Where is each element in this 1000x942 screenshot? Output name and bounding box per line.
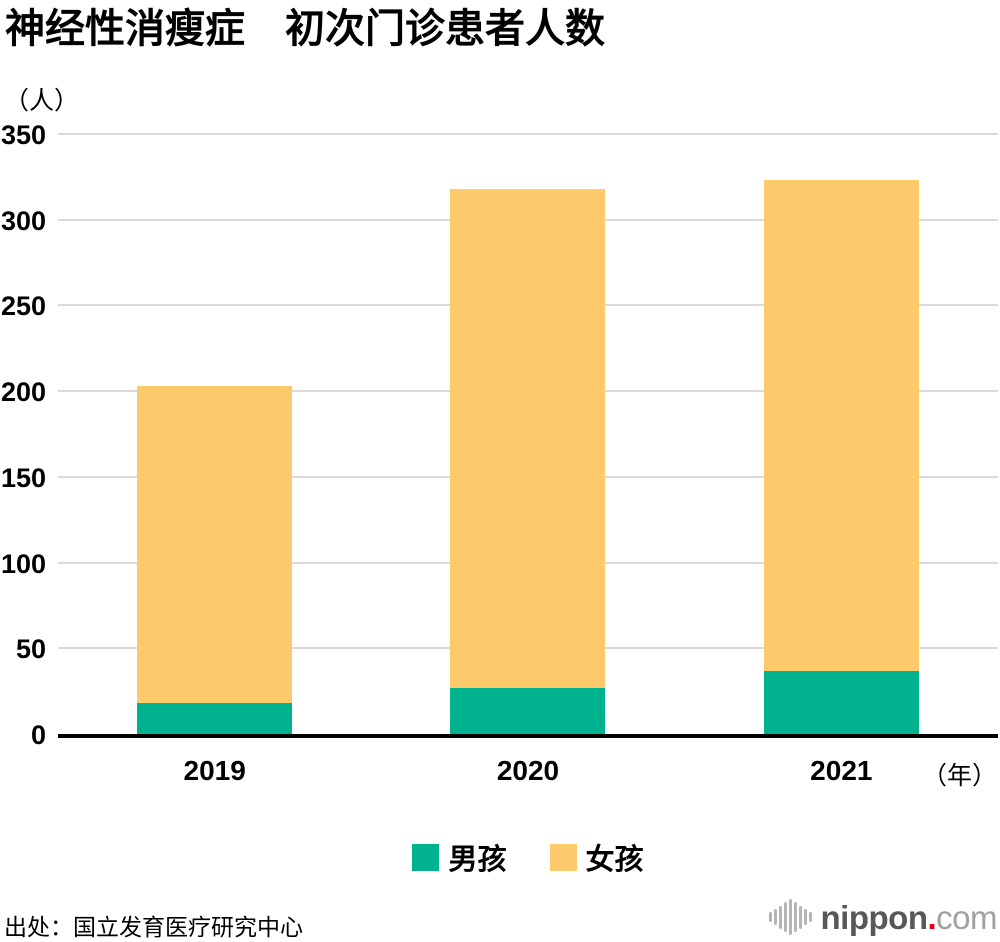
y-tick-0: 0 [30,720,46,750]
bar-segment-2019-女孩 [137,386,293,704]
legend-swatch [412,843,440,871]
bar-slot-2020 [371,134,684,734]
y-tick-50: 50 [15,634,46,665]
bar-segment-2019-男孩 [137,703,293,734]
x-tick-2021: 2021 [810,755,873,786]
y-tick-250: 250 [0,291,46,322]
bar-segment-2020-男孩 [450,687,606,734]
bar-slot-2019 [58,134,371,734]
page-title: 神经性消瘦症 初次门诊患者人数 [5,7,605,51]
x-tick-2019: 2019 [183,755,246,786]
bar-slot-2021 [685,134,998,734]
nippon-logo: nippon.com [768,898,998,936]
bar-segment-2020-女孩 [450,188,606,688]
y-axis-tick-labels: 0 50 100 150 200 250 300 350 [0,120,46,750]
logo-dot: . [927,898,937,936]
nippon-logo-icon [768,899,812,935]
y-axis-unit-label: （人） [4,87,80,115]
bar-segment-2021-女孩 [763,180,919,671]
legend-label: 男孩 [448,844,507,876]
x-axis-tick-labels: 2019 2020 2021 [58,755,998,787]
x-tick-2020: 2020 [496,755,560,786]
x-axis-unit-label: （年） [921,762,997,790]
y-tick-350: 350 [0,120,46,150]
legend-item-男孩: 男孩 [412,836,507,878]
bars [58,134,998,734]
logo-text-com: com [936,898,997,936]
logo-text-nippon: nippon [820,898,928,936]
y-tick-100: 100 [0,548,46,579]
source-note: 出处：国立发育医疗研究中心 [4,914,303,940]
legend-label: 女孩 [585,844,644,876]
stacked-bar-2020 [450,188,606,734]
legend-item-女孩: 女孩 [549,836,644,878]
gridline-350 [58,133,998,135]
plot-area [58,133,998,738]
y-tick-200: 200 [0,377,46,408]
nippon-logo-text: nippon.com [820,898,998,936]
legend-swatch [549,843,577,871]
stacked-bar-2021 [763,180,919,734]
bar-segment-2021-男孩 [763,670,919,734]
stacked-bar-2019 [137,386,293,734]
y-tick-150: 150 [0,462,46,493]
legend: 男孩 女孩 [58,836,998,878]
y-tick-300: 300 [0,205,46,236]
